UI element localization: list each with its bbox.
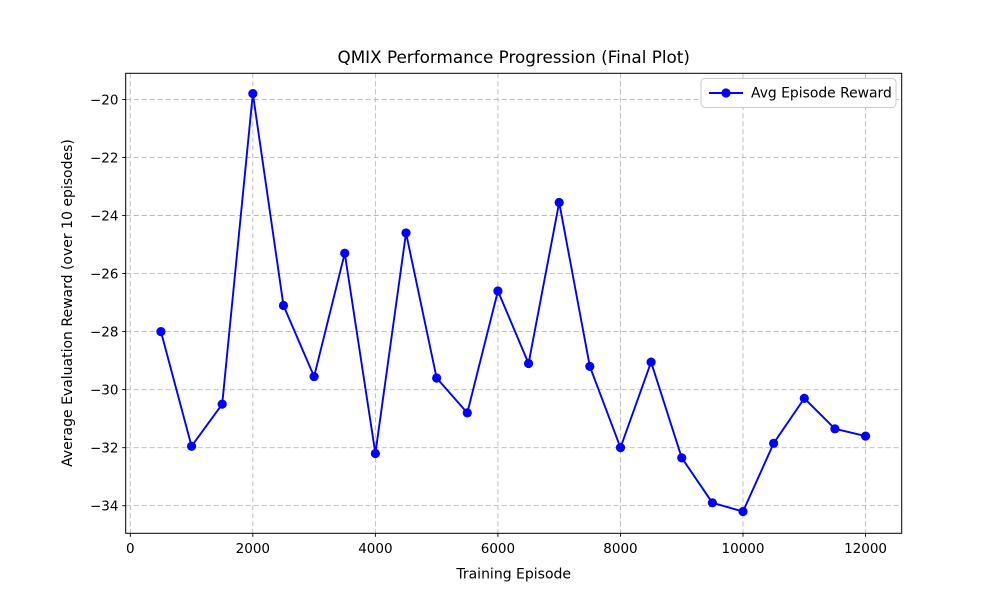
y-tick-label: −34 [90, 499, 119, 515]
data-point-marker [493, 286, 503, 296]
data-point-marker [432, 373, 442, 383]
data-point-marker [585, 361, 595, 372]
y-tick-label: −26 [90, 266, 119, 282]
data-point-marker [462, 408, 472, 418]
x-tick-label: 8000 [603, 541, 637, 557]
data-point-marker [248, 89, 258, 99]
axis-ticks: 0 2000 4000 6000 8000 10000 12000 −34 −32 −30 −28 −… [90, 92, 887, 557]
data-series-layer [156, 89, 871, 517]
data-point-marker [646, 357, 656, 367]
x-tick-label: 0 [126, 541, 135, 557]
data-point-marker [769, 438, 779, 448]
y-tick-label: −22 [90, 150, 119, 166]
data-point-marker [677, 453, 687, 463]
data-point-marker [401, 228, 411, 238]
data-point-marker [830, 424, 840, 434]
data-point-marker [738, 506, 748, 517]
y-tick-label: −30 [90, 383, 119, 399]
data-point-marker [554, 197, 564, 208]
chart-title: QMIX Performance Progression (Final Plot… [338, 47, 690, 67]
series-line [159, 92, 867, 513]
data-point-marker [370, 448, 380, 459]
x-tick-label: 2000 [236, 541, 270, 557]
x-tick-label: 10000 [722, 541, 765, 557]
y-axis-label: Average Evaluation Reward (over 10 episo… [60, 139, 76, 467]
legend-box [700, 78, 897, 108]
x-axis-label: Training Episode [455, 567, 571, 583]
x-tick-label: 4000 [358, 541, 392, 557]
x-tick-label: 12000 [844, 541, 887, 557]
plot-border [125, 72, 903, 534]
legend-label: Avg Episode Reward [751, 86, 892, 102]
grid-lines [125, 73, 902, 534]
data-point-marker [615, 443, 626, 453]
data-point-marker [309, 371, 319, 382]
data-point-marker [860, 431, 871, 441]
data-point-marker [523, 358, 534, 369]
legend-marker-icon [721, 88, 731, 98]
y-tick-label: −24 [90, 208, 119, 224]
data-point-marker [278, 300, 289, 311]
x-tick-label: 6000 [481, 541, 515, 557]
data-point-marker [156, 327, 166, 337]
data-point-marker [707, 498, 717, 508]
y-tick-label: −20 [90, 92, 119, 108]
legend: Avg Episode Reward [700, 78, 897, 108]
data-point-marker [186, 441, 197, 451]
data-point-marker [340, 248, 350, 258]
data-point-marker [799, 393, 809, 403]
data-point-marker [217, 399, 227, 409]
y-tick-label: −28 [90, 324, 119, 340]
y-tick-label: −32 [90, 441, 119, 457]
